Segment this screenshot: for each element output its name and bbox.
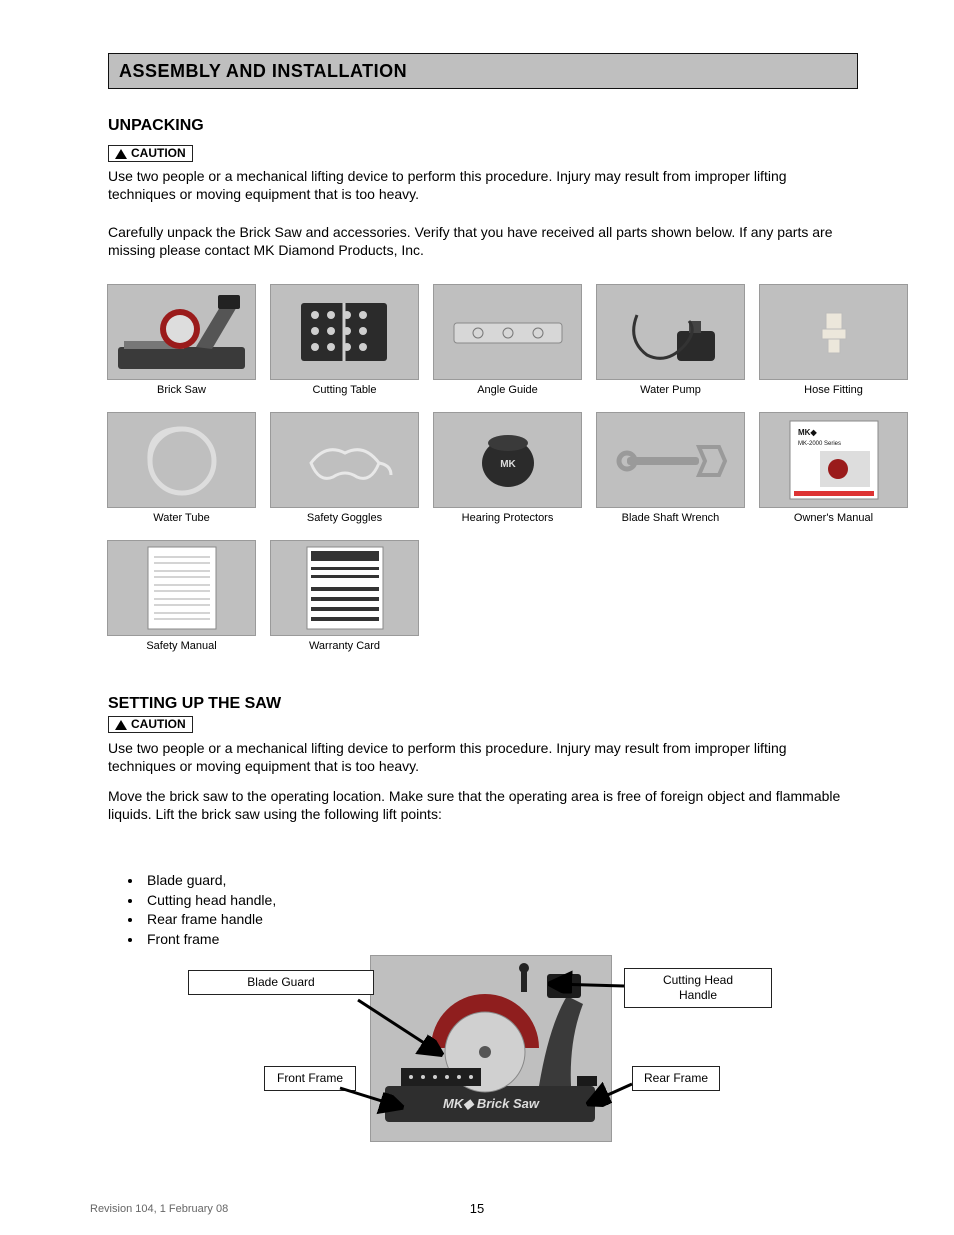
- leader-lines: [0, 0, 954, 1235]
- doc-version: Revision 104, 1 February 08: [90, 1203, 228, 1217]
